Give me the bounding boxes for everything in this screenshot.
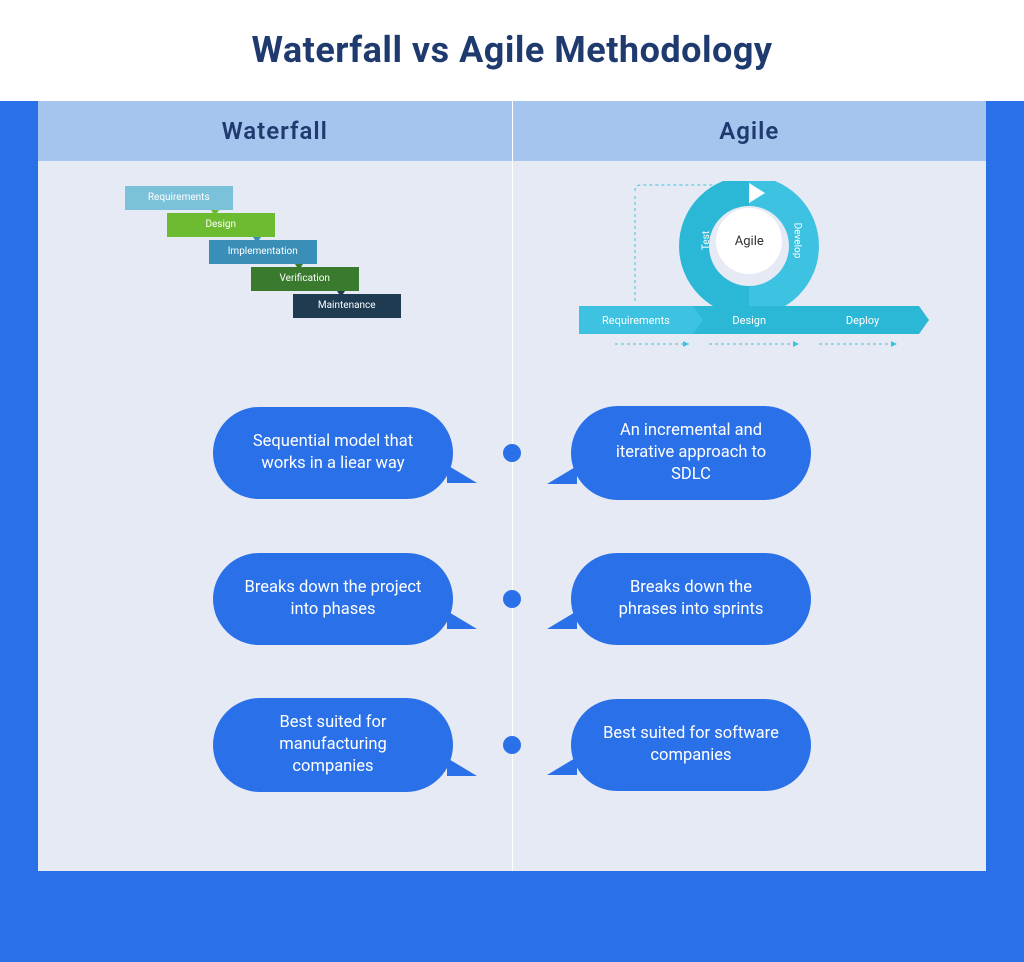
waterfall-step: Implementation	[209, 240, 317, 264]
bubble-tail-icon	[547, 466, 577, 484]
bubble-agile: Best suited for software companies	[571, 699, 811, 791]
bubble-waterfall: Breaks down the project into phases	[213, 553, 453, 645]
title-area: Waterfall vs Agile Methodology	[0, 0, 1024, 101]
page-title: Waterfall vs Agile Methodology	[0, 28, 1024, 73]
bubble-tail-icon	[447, 758, 477, 776]
bubble-tail-icon	[447, 611, 477, 629]
comparison-row: Sequential model that works in a liear w…	[38, 401, 986, 505]
waterfall-step: Design	[167, 213, 275, 237]
bubble-tail-icon	[547, 611, 577, 629]
waterfall-step: Maintenance	[293, 294, 401, 318]
connector-dot-icon	[503, 590, 521, 608]
bubble-waterfall: Sequential model that works in a liear w…	[213, 407, 453, 499]
comparison-row: Best suited for manufacturing companies B…	[38, 693, 986, 797]
bubble-agile: An incremental and iterative approach to…	[571, 406, 811, 501]
agile-step-chevron: Deploy	[806, 306, 919, 334]
connector-dot-icon	[503, 444, 521, 462]
agile-bottom-steps: RequirementsDesignDeploy	[579, 306, 919, 334]
agile-ring-label-develop: Develop	[792, 223, 803, 259]
waterfall-step: Verification	[251, 267, 359, 291]
comparison-row: Breaks down the project into phases Break…	[38, 547, 986, 651]
agile-ring-label-test: Test	[701, 231, 712, 250]
agile-center-label: Agile	[716, 208, 782, 274]
bubble-tail-icon	[447, 465, 477, 483]
bubble-waterfall: Best suited for manufacturing companies	[213, 698, 453, 793]
bubble-tail-icon	[547, 757, 577, 775]
agile-step-chevron: Requirements	[579, 306, 692, 334]
columns-container: Waterfall RequirementsDesignImplementati…	[38, 101, 986, 871]
waterfall-step: Requirements	[125, 186, 233, 210]
bubble-agile: Breaks down the phrases into sprints	[571, 553, 811, 645]
waterfall-diagram: Requirements Design Implementation Verifica…	[38, 161, 512, 371]
column-header-waterfall: Waterfall	[38, 101, 512, 161]
agile-diagram: Agile Test Develop RequirementsDesignDep…	[513, 161, 987, 371]
agile-step-chevron: Design	[693, 306, 806, 334]
column-header-agile: Agile	[513, 101, 987, 161]
comparison-bubbles: Sequential model that works in a liear w…	[38, 401, 986, 797]
connector-dot-icon	[503, 736, 521, 754]
